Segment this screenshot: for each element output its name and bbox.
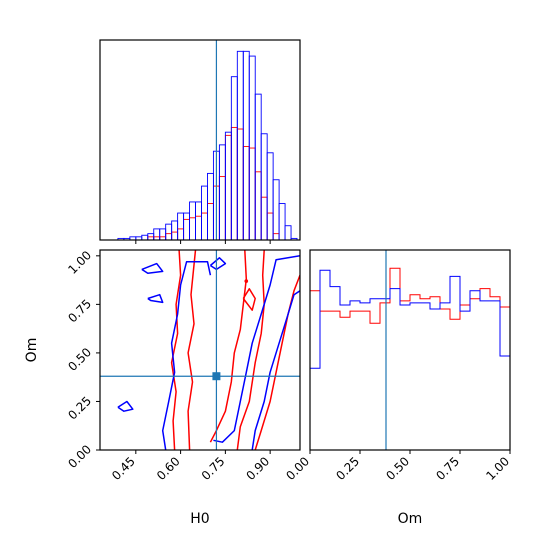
om-x-tick-label-2: 0.50 bbox=[383, 454, 412, 483]
joint-y-tick-label-2: 0.50 bbox=[65, 345, 94, 374]
contour-blue-2 bbox=[251, 290, 300, 450]
contour-red-1 bbox=[187, 250, 197, 450]
joint-x-axis-label: H0 bbox=[190, 511, 209, 527]
joint-y-tick-label-3: 0.75 bbox=[65, 297, 94, 326]
om-x-tick-label-3: 0.75 bbox=[433, 454, 462, 483]
contour-red-5 bbox=[242, 288, 256, 311]
om-x-tick-label-4: 1.00 bbox=[483, 454, 512, 483]
h0-hist-bar-blue-24 bbox=[242, 50, 250, 241]
joint-y-tick-label-1: 0.25 bbox=[65, 394, 94, 423]
h0-hist-bar-blue-28 bbox=[266, 152, 274, 241]
h0-hist-bar-blue-21 bbox=[224, 131, 232, 241]
contour-blue-0 bbox=[161, 260, 212, 450]
h0-hist-bar-red-25 bbox=[248, 147, 256, 241]
joint-truth-marker bbox=[212, 372, 221, 381]
h0-hist-bar-red-23 bbox=[236, 128, 244, 241]
contour-blue-1 bbox=[213, 255, 300, 443]
h0-marginal-panel bbox=[99, 39, 301, 244]
joint-y-axis-label: Om bbox=[24, 338, 40, 363]
om-x-tick-label-0: 0.00 bbox=[283, 454, 312, 483]
contour-blue-6 bbox=[209, 257, 227, 271]
h0-hist-bar-red-14 bbox=[183, 218, 191, 241]
h0-hist-bar-blue-26 bbox=[254, 93, 262, 241]
h0-hist-bar-red-13 bbox=[177, 228, 185, 241]
h0-hist-bar-red-27 bbox=[260, 196, 268, 241]
contour-red-2 bbox=[209, 250, 248, 443]
h0-hist-bar-red-12 bbox=[171, 231, 179, 241]
joint-x-tick-label-3: 0.90 bbox=[243, 454, 272, 483]
h0-hist-bar-blue-7 bbox=[141, 234, 149, 241]
contour-blue-5 bbox=[117, 400, 134, 412]
h0-hist-bar-red-26 bbox=[254, 171, 262, 241]
h0-hist-bar-red-29 bbox=[272, 233, 280, 241]
h0-hist-bar-red-11 bbox=[165, 233, 173, 241]
h0-hist-bar-blue-12 bbox=[171, 220, 179, 241]
om-x-axis-label: Om bbox=[398, 511, 423, 527]
joint-x-tick-label-1: 0.60 bbox=[154, 454, 183, 483]
h0-hist-bar-blue-16 bbox=[195, 201, 202, 241]
h0-hist-bar-blue-13 bbox=[177, 212, 185, 241]
h0-hist-bar-red-16 bbox=[195, 215, 202, 241]
joint-x-tick-label-0: 0.45 bbox=[109, 454, 138, 483]
joint-panel-frame bbox=[99, 249, 301, 451]
h0-hist-bar-blue-29 bbox=[272, 179, 280, 241]
h0-hist-bar-blue-20 bbox=[218, 144, 226, 241]
h0-hist-bar-blue-10 bbox=[159, 228, 167, 241]
h0-hist-bar-blue-23 bbox=[236, 50, 244, 241]
h0-panel-frame bbox=[99, 39, 301, 241]
h0-hist-bar-red-21 bbox=[224, 134, 232, 241]
h0-hist-bar-blue-27 bbox=[260, 133, 268, 241]
joint-contours bbox=[117, 250, 300, 450]
om-hist-step-blue bbox=[309, 269, 511, 450]
point-red-0 bbox=[244, 279, 249, 283]
contour-blue-3 bbox=[141, 262, 164, 275]
h0-hist-bar-red-15 bbox=[189, 217, 196, 241]
h0-hist-bar-red-17 bbox=[201, 212, 208, 241]
h0-hist-bar-blue-9 bbox=[153, 228, 161, 241]
joint-x-tick-label-2: 0.75 bbox=[199, 454, 228, 483]
joint-y-tick-label-0: 0.00 bbox=[65, 442, 94, 471]
contour-blue-4 bbox=[147, 293, 164, 304]
h0-hist-bar-blue-15 bbox=[189, 201, 196, 241]
om-marginal-panel: 0.00 0.25 0.50 0.75 1.00 bbox=[283, 249, 512, 483]
h0-hist-bar-red-24 bbox=[242, 146, 250, 241]
h0-hist-bar-blue-30 bbox=[278, 203, 286, 241]
h0-hist-bar-blue-31 bbox=[284, 225, 292, 241]
h0-hist-bar-red-22 bbox=[230, 126, 238, 241]
h0-hist-bar-blue-14 bbox=[183, 212, 191, 241]
h0-hist-bar-blue-11 bbox=[165, 223, 173, 241]
contour-red-4 bbox=[254, 274, 300, 450]
h0-hist-bar-blue-18 bbox=[207, 172, 214, 241]
joint-y-tick-label-4: 1.00 bbox=[65, 248, 94, 277]
contour-red-0 bbox=[170, 250, 182, 450]
om-panel-frame bbox=[309, 249, 511, 451]
h0-hist-bar-blue-22 bbox=[230, 76, 238, 241]
h0-hist-bar-red-20 bbox=[218, 176, 226, 241]
h0-hist-bar-red-18 bbox=[207, 203, 214, 241]
contour-red-3 bbox=[236, 250, 265, 450]
h0-hist-bar-red-28 bbox=[266, 212, 274, 241]
h0-om-joint-panel: 0.45 0.60 0.75 0.90 0.00 0.25 0.50 0.75 1.00 bbox=[65, 248, 301, 483]
om-x-tick-label-1: 0.25 bbox=[333, 454, 362, 483]
